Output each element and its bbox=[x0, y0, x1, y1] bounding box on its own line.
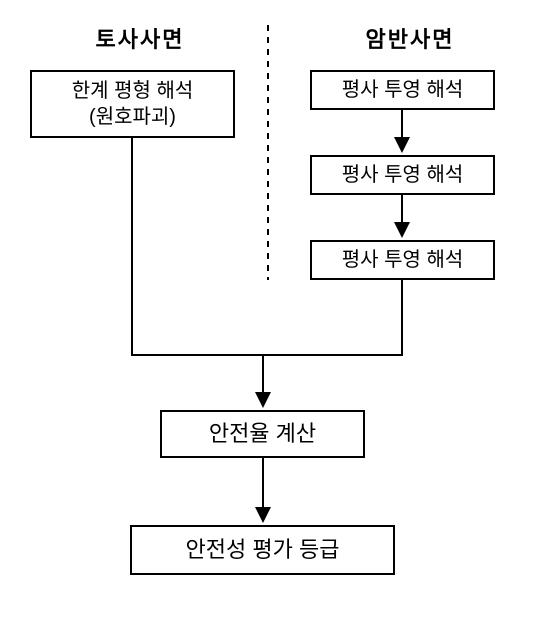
node-left-main-line1: 한계 평형 해석 bbox=[72, 78, 194, 104]
header-left: 토사사면 bbox=[50, 22, 230, 54]
node-bottom-1: 안전율 계산 bbox=[160, 410, 365, 458]
node-bottom-2: 안전성 평가 등급 bbox=[130, 525, 395, 575]
node-right-2: 평사 투영 해석 bbox=[310, 155, 495, 195]
header-right: 암반사면 bbox=[320, 22, 500, 54]
node-left-main-line2: (원호파괴) bbox=[72, 104, 194, 130]
node-right-1: 평사 투영 해석 bbox=[310, 70, 495, 110]
node-right-3: 평사 투영 해석 bbox=[310, 240, 495, 280]
node-left-main: 한계 평형 해석 (원호파괴) bbox=[30, 70, 235, 138]
